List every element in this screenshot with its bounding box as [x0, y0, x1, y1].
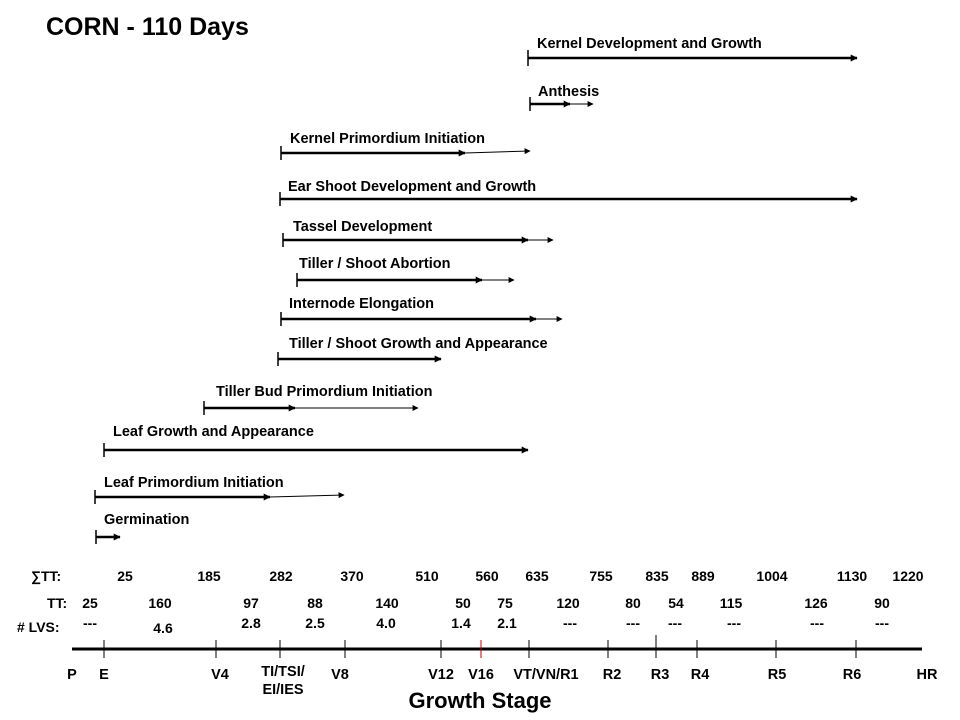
sum-tt-value: 282	[269, 568, 293, 584]
lvs-value: ---	[83, 615, 97, 631]
lvs-value: 2.5	[305, 615, 325, 631]
tassel-development-arrow: Tassel Development	[282, 219, 554, 247]
tt-value: 140	[375, 595, 399, 611]
tt-value: 54	[668, 595, 684, 611]
process-label: Kernel Development and Growth	[537, 36, 762, 52]
lvs-value: ---	[668, 615, 682, 631]
tt-value: 160	[148, 595, 172, 611]
stage-label: VT/VN/R1	[513, 667, 578, 683]
process-label: Anthesis	[538, 84, 599, 100]
growth-stage-axis	[72, 635, 922, 658]
tt-value: 75	[497, 595, 513, 611]
sum-tt-value: 25	[117, 568, 133, 584]
kernel-primordium-arrow: Kernel Primordium Initiation	[280, 131, 531, 160]
stage-label: V8	[331, 667, 349, 683]
stage-labels: P E V4 TI/TSI/ EI/IES V8 V12 V16 VT/VN/R…	[67, 664, 938, 698]
stage-label: R4	[691, 667, 710, 683]
stage-label: R5	[768, 667, 787, 683]
sum-tt-value: 510	[415, 568, 439, 584]
sum-tt-row: 25 185 282 370 510 560 635 755 835 889 1…	[117, 568, 924, 584]
internode-elongation-arrow: Internode Elongation	[280, 296, 563, 326]
lvs-row-label: # LVS:	[17, 619, 60, 635]
lvs-value: 4.6	[153, 620, 173, 636]
lvs-value: 2.8	[241, 615, 261, 631]
stage-label: R3	[651, 667, 670, 683]
stage-label: E	[99, 667, 109, 683]
anthesis-arrow: Anthesis	[529, 84, 599, 111]
lvs-value: ---	[810, 615, 824, 631]
leaf-primordium-arrow: Leaf Primordium Initiation	[94, 475, 345, 504]
stage-label: R6	[843, 667, 862, 683]
stage-label: TI/TSI/	[261, 664, 305, 680]
process-label: Internode Elongation	[289, 296, 434, 312]
tt-value: 97	[243, 595, 259, 611]
lvs-value: 2.1	[497, 615, 517, 631]
tiller-abortion-arrow: Tiller / Shoot Abortion	[296, 256, 515, 287]
kernel-development-arrow: Kernel Development and Growth	[527, 36, 858, 66]
sum-tt-value: 1004	[756, 568, 787, 584]
leaf-growth-arrow: Leaf Growth and Appearance	[103, 424, 529, 457]
process-label: Tiller / Shoot Growth and Appearance	[289, 336, 548, 352]
tt-value: 80	[625, 595, 641, 611]
lvs-value: ---	[563, 615, 577, 631]
stage-label: HR	[917, 667, 938, 683]
lvs-value: ---	[626, 615, 640, 631]
tt-row: 25 160 97 88 140 50 75 120 80 54 115 126…	[82, 595, 890, 611]
tt-value: 90	[874, 595, 890, 611]
process-label: Tiller / Shoot Abortion	[299, 256, 450, 272]
sum-tt-value: 755	[589, 568, 613, 584]
germination-arrow: Germination	[95, 512, 189, 544]
sum-tt-value: 370	[340, 568, 364, 584]
stage-label: P	[67, 667, 77, 683]
tt-value: 25	[82, 595, 98, 611]
lvs-value: ---	[875, 615, 889, 631]
tt-value: 115	[720, 595, 743, 611]
sum-tt-value: 635	[525, 568, 549, 584]
process-label: Kernel Primordium Initiation	[290, 131, 485, 147]
tt-value: 50	[455, 595, 471, 611]
lvs-value: ---	[727, 615, 741, 631]
tiller-growth-arrow: Tiller / Shoot Growth and Appearance	[277, 336, 548, 366]
sum-tt-value: 835	[645, 568, 669, 584]
tt-value: 120	[556, 595, 580, 611]
process-label: Ear Shoot Development and Growth	[288, 179, 536, 195]
lvs-value: 1.4	[451, 615, 471, 631]
stage-label: V12	[428, 667, 454, 683]
tt-row-label: TT:	[47, 595, 67, 611]
sum-tt-row-label: ∑TT:	[31, 568, 61, 585]
process-label: Tiller Bud Primordium Initiation	[216, 384, 432, 400]
process-label: Tassel Development	[293, 219, 432, 235]
sum-tt-value: 560	[475, 568, 499, 584]
sum-tt-value: 185	[197, 568, 221, 584]
page-title: CORN - 110 Days	[46, 13, 249, 41]
sum-tt-value: 1130	[837, 568, 868, 584]
tiller-bud-arrow: Tiller Bud Primordium Initiation	[203, 384, 432, 415]
process-label: Germination	[104, 512, 189, 528]
process-label: Leaf Growth and Appearance	[113, 424, 314, 440]
lvs-row: --- 4.6 2.8 2.5 4.0 1.4 2.1 --- --- --- …	[83, 615, 889, 636]
process-label: Leaf Primordium Initiation	[104, 475, 284, 491]
axis-title: Growth Stage	[408, 688, 551, 713]
lvs-value: 4.0	[376, 615, 396, 631]
sum-tt-value: 889	[691, 568, 715, 584]
stage-label: V16	[468, 667, 494, 683]
sum-tt-value: 1220	[892, 568, 923, 584]
stage-label: R2	[603, 667, 622, 683]
stage-label: V4	[211, 667, 229, 683]
tt-value: 126	[804, 595, 828, 611]
ear-shoot-arrow: Ear Shoot Development and Growth	[279, 179, 858, 206]
stage-label: EI/IES	[262, 682, 303, 698]
tt-value: 88	[307, 595, 323, 611]
